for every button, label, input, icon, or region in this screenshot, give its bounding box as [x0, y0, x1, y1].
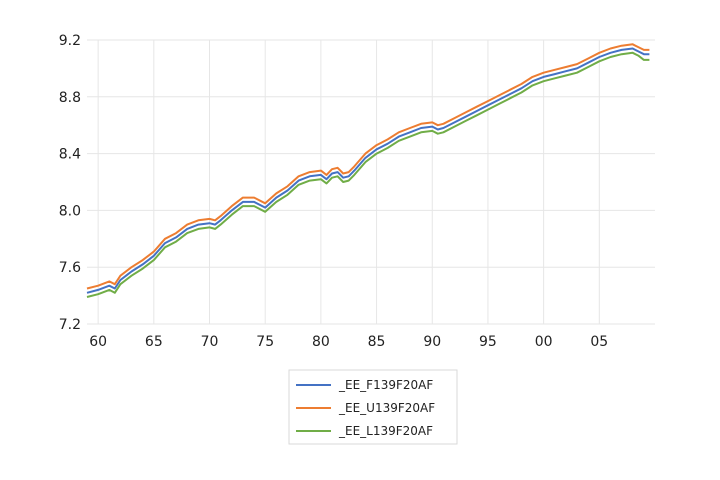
x-tick-label: 85 — [368, 334, 386, 350]
series-line-3 — [86, 51, 650, 298]
y-tick-label: 8.8 — [59, 90, 81, 106]
x-tick-label: 90 — [423, 334, 441, 350]
x-tick-label: 70 — [201, 334, 219, 350]
series-line-1 — [86, 47, 650, 294]
series-line-2 — [86, 43, 650, 290]
x-tick-label: 80 — [312, 334, 330, 350]
series-lines — [86, 43, 650, 298]
x-tick-label: 00 — [535, 334, 553, 350]
y-tick-label: 8.4 — [59, 147, 81, 163]
y-tick-label: 7.6 — [59, 260, 81, 276]
legend: _EE_F139F20AF _EE_U139F20AF _EE_L139F20AF — [288, 369, 458, 445]
gridlines — [87, 39, 655, 325]
x-axis-ticks: 60 65 70 75 80 85 90 95 00 05 — [89, 334, 608, 350]
legend-label: _EE_L139F20AF — [338, 424, 433, 438]
x-tick-label: 60 — [89, 334, 107, 350]
x-tick-label: 75 — [256, 334, 274, 350]
x-tick-label: 95 — [479, 334, 497, 350]
legend-label: _EE_F139F20AF — [338, 378, 433, 392]
y-tick-label: 7.2 — [59, 317, 81, 333]
y-tick-label: 9.2 — [59, 33, 81, 49]
x-tick-label: 65 — [145, 334, 163, 350]
legend-label: _EE_U139F20AF — [338, 401, 435, 415]
y-axis-ticks: 7.2 7.6 8.0 8.4 8.8 9.2 — [59, 33, 81, 333]
y-tick-label: 8.0 — [59, 203, 81, 219]
x-tick-label: 05 — [590, 334, 608, 350]
